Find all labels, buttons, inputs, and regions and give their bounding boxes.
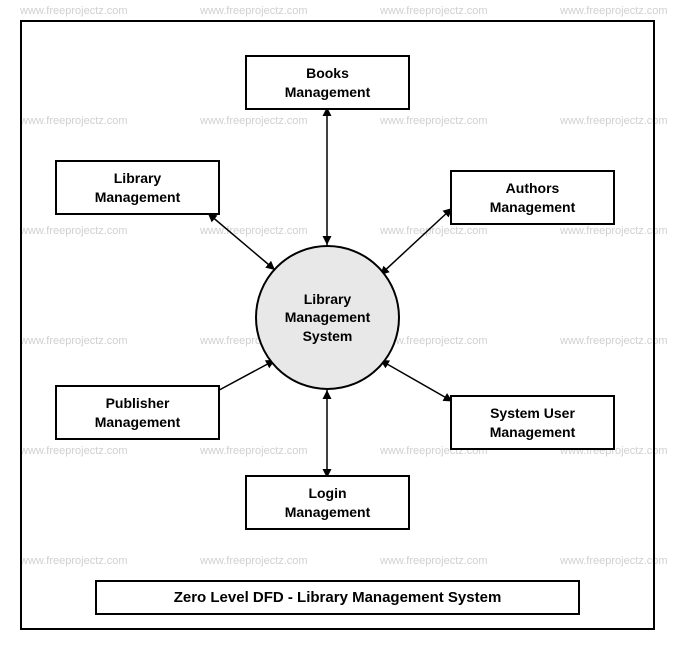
entity-library: LibraryManagement bbox=[55, 160, 220, 215]
entity-books: BooksManagement bbox=[245, 55, 410, 110]
center-label: LibraryManagementSystem bbox=[285, 290, 371, 345]
watermark-text: www.freeprojectz.com bbox=[200, 5, 308, 17]
entity-label: AuthorsManagement bbox=[490, 179, 576, 215]
entity-label: LibraryManagement bbox=[95, 169, 181, 205]
entity-label: PublisherManagement bbox=[95, 394, 181, 430]
entity-sysuser: System UserManagement bbox=[450, 395, 615, 450]
entity-label: BooksManagement bbox=[285, 64, 371, 100]
watermark-text: www.freeprojectz.com bbox=[560, 5, 668, 17]
watermark-text: www.freeprojectz.com bbox=[20, 5, 128, 17]
center-process: LibraryManagementSystem bbox=[255, 245, 400, 390]
diagram-title: Zero Level DFD - Library Management Syst… bbox=[174, 589, 502, 606]
watermark-text: www.freeprojectz.com bbox=[380, 5, 488, 17]
entity-authors: AuthorsManagement bbox=[450, 170, 615, 225]
entity-label: System UserManagement bbox=[490, 404, 576, 440]
entity-login: LoginManagement bbox=[245, 475, 410, 530]
entity-label: LoginManagement bbox=[285, 484, 371, 520]
entity-publisher: PublisherManagement bbox=[55, 385, 220, 440]
diagram-title-box: Zero Level DFD - Library Management Syst… bbox=[95, 580, 580, 615]
